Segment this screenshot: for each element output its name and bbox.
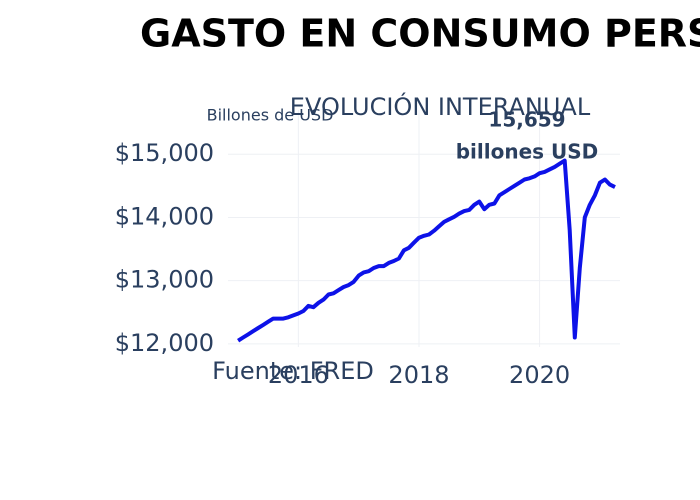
y-axis-label: Billones de USD <box>207 106 334 125</box>
annotation: billones USD <box>456 140 599 164</box>
x-tick-label: 2016 <box>268 361 329 389</box>
x-tick-label: 2020 <box>509 361 570 389</box>
x-tick-label: 2018 <box>388 361 449 389</box>
annotation: 15,659 <box>488 108 565 132</box>
chart-subtitle: EVOLUCIÓN INTERANUAL <box>290 91 591 121</box>
y-tick-label: $14,000 <box>115 202 214 230</box>
chart-title: GASTO EN CONSUMO PERSONAL <box>140 12 700 56</box>
source: Fuente: FRED <box>212 357 374 385</box>
y-tick-label: $12,000 <box>115 329 214 357</box>
line <box>237 158 616 343</box>
y-tick-label: $15,000 <box>115 139 214 167</box>
y-tick-label: $13,000 <box>115 266 214 294</box>
